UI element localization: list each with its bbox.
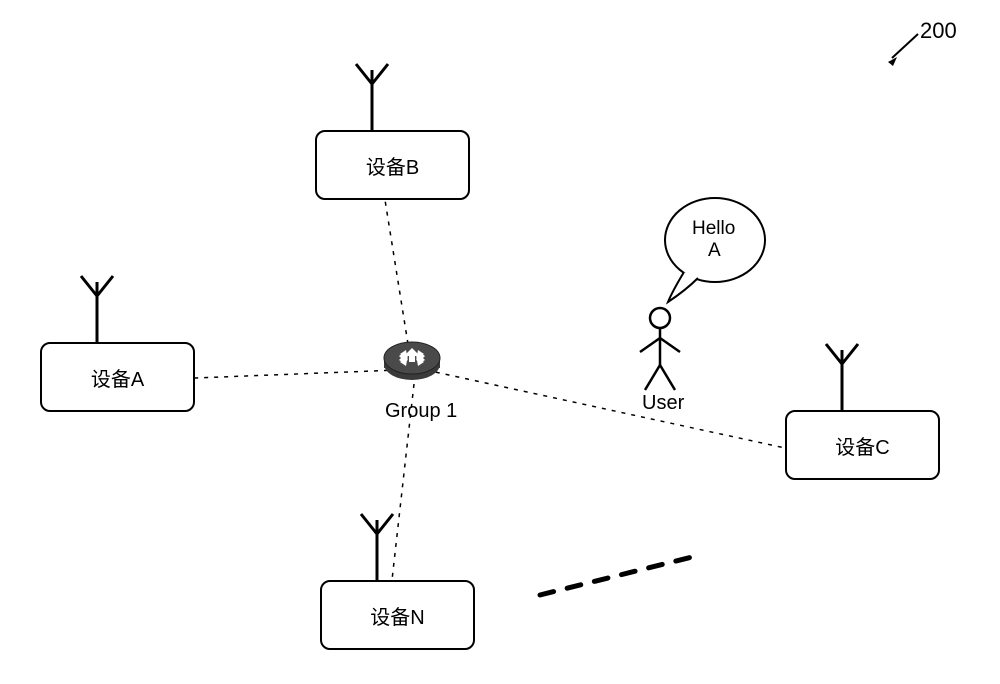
user-layer (0, 0, 1000, 684)
user-label: User (642, 392, 684, 415)
diagram-canvas: 设备A 设备B 设备C 设备N Group 1 (0, 0, 1000, 684)
speech-text-2: A (708, 240, 721, 262)
figure-reference: 200 (920, 18, 957, 44)
user-icon (640, 308, 680, 390)
speech-text-1: Hello (692, 218, 735, 240)
